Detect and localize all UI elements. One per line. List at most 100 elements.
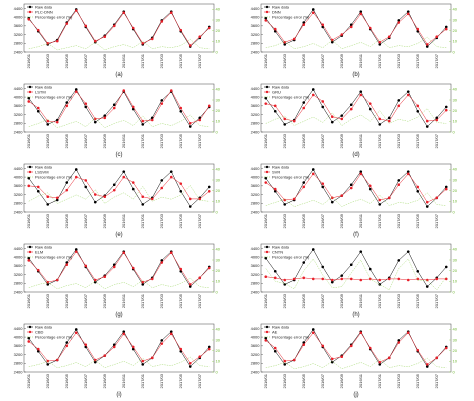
x-tick-label: 2017/05 [415,293,420,308]
data-point [311,277,315,281]
data-point [27,100,31,103]
data-point [93,200,97,204]
data-point [416,348,420,352]
data-point [84,102,88,105]
data-point [444,346,448,350]
data-point [349,23,353,27]
legend-label: GRU [272,89,281,94]
data-point [36,349,40,353]
data-point [349,277,353,281]
data-point [425,200,429,204]
y2-tick-label: 30 [453,97,458,102]
y2-tick-label: 30 [453,257,458,262]
legend-marker [265,10,269,14]
data-point [406,172,410,176]
data-point [378,123,382,126]
data-point [150,277,154,281]
x-tick-label: 2017/01 [377,293,382,308]
legend-marker [28,90,32,94]
y-tick-label: 3200 [14,352,24,357]
data-point [160,179,164,182]
y2-tick-label: 40 [216,247,221,252]
x-tick-label: 2017/05 [178,213,183,228]
x-tick-label: 2016/05 [301,373,306,388]
data-point [283,40,287,44]
legend-marker [265,165,269,169]
data-point [359,250,363,253]
data-point [74,175,78,179]
data-point [160,339,164,342]
legend-label: ELM [35,249,43,254]
x-tick-label: 2016/11 [121,133,126,148]
data-point [425,285,429,288]
data-point [55,39,59,43]
data-point [160,102,164,105]
y2-tick-label: 20 [453,268,458,273]
y-tick-label: 4000 [14,334,24,339]
data-point [160,186,164,190]
data-point [292,277,296,281]
data-point [340,114,344,117]
x-tick-label: 2016/11 [121,53,126,68]
data-point [321,23,325,27]
data-point [302,181,306,184]
y2-tick-label: 10 [216,359,221,364]
y-tick-label: 2400 [251,49,261,54]
x-tick-label: 2016/09 [339,293,344,308]
x-tick-label: 2016/09 [339,213,344,228]
x-tick-label: 2016/07 [83,133,88,148]
series-line [28,8,210,47]
data-point [283,203,287,206]
data-point [330,278,334,282]
data-point [36,268,40,272]
y2-tick-label: 30 [216,257,221,262]
data-point [425,43,429,46]
plot-frame [23,243,215,293]
x-tick-label: 2016/01 [263,53,268,68]
y2-tick-label: 0 [216,209,219,214]
data-point [273,29,277,33]
data-point [435,196,439,200]
error-line [28,114,210,128]
data-point [273,27,277,31]
panel-caption: (j) [353,392,358,398]
data-point [359,10,363,13]
data-point [169,330,173,333]
data-point [46,363,50,366]
y-tick-label: 2800 [14,41,24,46]
data-point [435,277,439,281]
series-line [265,12,447,45]
data-point [141,123,145,126]
data-point [416,189,420,193]
y-tick-label: 2800 [14,201,24,206]
data-point [283,123,287,126]
data-point [84,105,88,109]
y-tick-label: 4400 [14,326,24,331]
data-point [321,105,325,109]
data-point [150,37,154,41]
data-point [283,198,287,202]
data-point [340,274,344,277]
data-point [74,9,78,12]
data-point [378,278,382,282]
data-point [198,355,202,359]
data-point [397,183,401,187]
data-point [188,285,192,288]
y2-tick-label: 40 [453,327,458,332]
data-point [359,170,363,173]
data-point [302,261,306,264]
x-tick-label: 2017/03 [159,133,164,148]
data-point [311,172,315,176]
x-tick-label: 2016/07 [83,213,88,228]
y2-tick-label: 10 [453,199,458,204]
y2-tick-label: 10 [453,279,458,284]
legend-label: Percentage error (%) [35,14,73,19]
y2-tick-label: 20 [453,108,458,113]
y2-tick-label: 40 [216,167,221,172]
x-tick-label: 2016/11 [358,53,363,68]
data-point [188,121,192,125]
x-tick-label: 2017/05 [415,53,420,68]
data-point [150,197,154,201]
data-point [122,332,126,336]
data-point [55,120,59,124]
